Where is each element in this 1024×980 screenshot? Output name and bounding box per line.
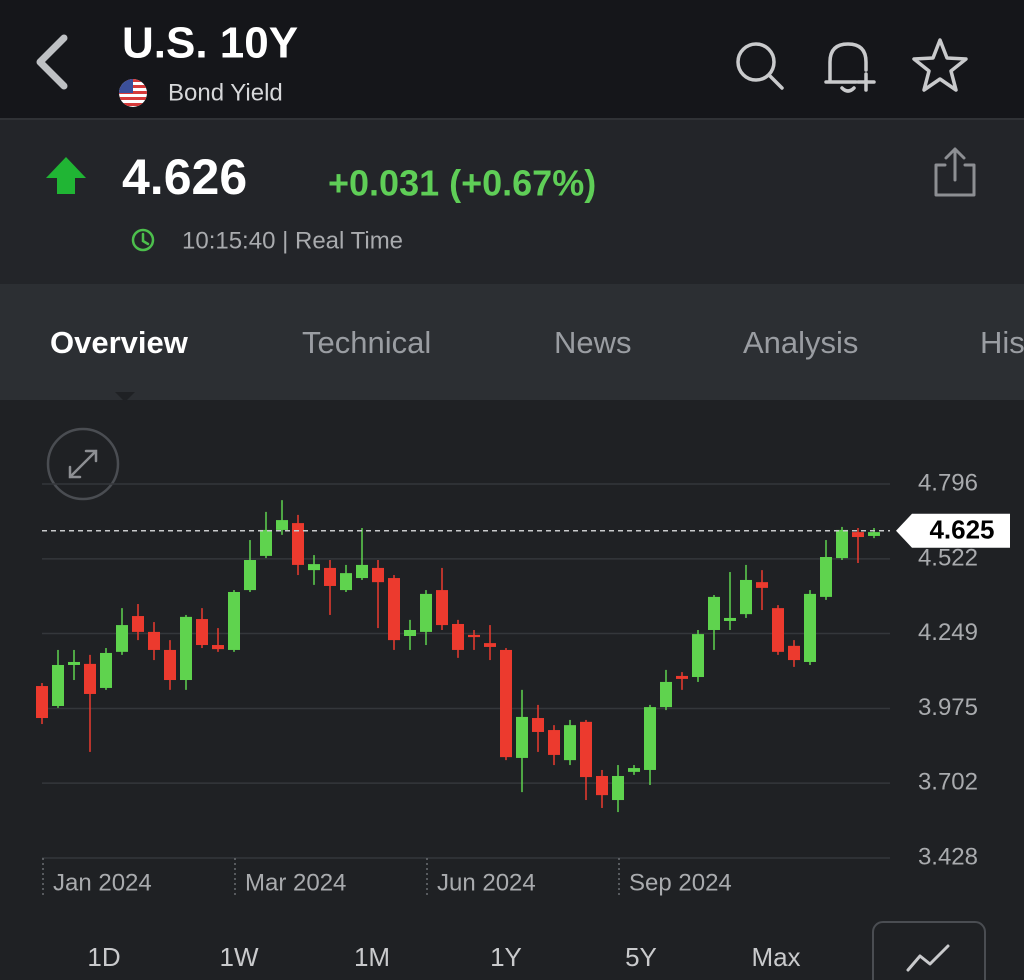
candle-body bbox=[804, 593, 816, 662]
candle-body bbox=[260, 529, 272, 556]
candle-body bbox=[580, 721, 592, 778]
candle-body bbox=[756, 582, 768, 588]
candle-body bbox=[356, 564, 368, 579]
share-button[interactable] bbox=[934, 147, 976, 197]
range-button[interactable]: 1W bbox=[220, 942, 259, 972]
candle-body bbox=[628, 768, 640, 772]
candle-body bbox=[308, 564, 320, 571]
candle-body bbox=[100, 652, 112, 688]
range-button[interactable]: 1Y bbox=[490, 942, 522, 972]
clock-icon bbox=[131, 228, 155, 252]
up-arrow bbox=[46, 157, 86, 194]
tab-indicator bbox=[115, 392, 135, 402]
candle-body bbox=[148, 631, 160, 650]
candle-body bbox=[388, 578, 400, 641]
candle-body bbox=[52, 664, 64, 706]
candle-body bbox=[868, 532, 880, 536]
candle-body bbox=[212, 645, 224, 650]
y-tick-label: 3.428 bbox=[918, 843, 978, 870]
candle-body bbox=[116, 625, 128, 652]
candle-body bbox=[164, 649, 176, 681]
candle-body bbox=[244, 560, 256, 591]
candle-body bbox=[676, 675, 688, 679]
candle-body bbox=[612, 775, 624, 801]
y-tick-label: 4.249 bbox=[918, 619, 978, 646]
price: 4.626 bbox=[122, 149, 247, 205]
candle-body bbox=[68, 661, 80, 665]
quote-panel bbox=[0, 120, 1024, 284]
watchlist-button[interactable] bbox=[912, 38, 968, 92]
y-tick-label: 3.975 bbox=[918, 694, 978, 721]
candle-body bbox=[132, 616, 144, 632]
candle-body bbox=[692, 634, 704, 678]
x-tick-label: Mar 2024 bbox=[245, 869, 346, 896]
us-flag bbox=[119, 79, 147, 107]
instrument-subtitle: Bond Yield bbox=[168, 79, 283, 106]
candle-body bbox=[788, 645, 800, 661]
y-tick-label: 4.522 bbox=[918, 544, 978, 571]
candle-body bbox=[564, 725, 576, 761]
candle-body bbox=[708, 596, 720, 630]
expand-button[interactable] bbox=[46, 427, 120, 501]
candle-body bbox=[180, 616, 192, 681]
candle-body bbox=[596, 775, 608, 796]
range-button[interactable]: Max bbox=[751, 942, 800, 972]
tab[interactable]: Overview bbox=[50, 325, 189, 360]
candle-body bbox=[436, 590, 448, 626]
candle-body bbox=[836, 529, 848, 559]
tab[interactable]: Technical bbox=[302, 325, 431, 360]
price-change: +0.031 (+0.67%) bbox=[328, 163, 596, 204]
candle-body bbox=[500, 649, 512, 758]
candle-body bbox=[276, 520, 288, 530]
range-button[interactable]: 1M bbox=[354, 942, 390, 972]
tab[interactable]: His bbox=[980, 325, 1024, 360]
candle-body bbox=[772, 608, 784, 652]
candle-body bbox=[340, 573, 352, 591]
candle-body bbox=[468, 634, 480, 638]
candle-body bbox=[740, 579, 752, 615]
candle-body bbox=[532, 718, 544, 732]
last-value-tag bbox=[896, 513, 1010, 548]
tab[interactable]: Analysis bbox=[743, 325, 858, 360]
candle-body bbox=[36, 686, 48, 719]
tab[interactable]: News bbox=[554, 325, 632, 360]
header-bar bbox=[0, 0, 1024, 118]
candle-body bbox=[324, 567, 336, 586]
candle-body bbox=[484, 643, 496, 647]
y-tick-label: 4.796 bbox=[918, 469, 978, 496]
candle-body bbox=[84, 663, 96, 694]
candle-body bbox=[292, 523, 304, 565]
range-button[interactable]: 5Y bbox=[625, 942, 657, 972]
candle-body bbox=[420, 593, 432, 632]
candle-body bbox=[644, 707, 656, 770]
candle-body bbox=[852, 532, 864, 538]
candle-body bbox=[820, 556, 832, 597]
last-value-label: 4.625 bbox=[929, 515, 994, 545]
x-tick-label: Sep 2024 bbox=[629, 869, 732, 896]
header-divider bbox=[0, 118, 1024, 120]
candle-body bbox=[516, 716, 528, 758]
chart-type-button[interactable] bbox=[872, 921, 986, 980]
candle-body bbox=[372, 567, 384, 583]
quote-time: 10:15:40 | Real Time bbox=[182, 227, 403, 254]
instrument-title: U.S. 10Y bbox=[122, 19, 298, 68]
search-button[interactable] bbox=[736, 42, 784, 90]
tab-bar bbox=[0, 284, 1024, 400]
x-tick-label: Jun 2024 bbox=[437, 869, 536, 896]
candle-body bbox=[452, 623, 464, 650]
x-tick-label: Jan 2024 bbox=[53, 869, 152, 896]
candle-body bbox=[196, 619, 208, 646]
back-button[interactable] bbox=[36, 34, 68, 90]
candle-body bbox=[548, 730, 560, 755]
range-button[interactable]: 1D bbox=[87, 942, 120, 972]
chart: 3.428 3.702 3.975 4.249 4.522 4.796 Jan 2024 Ma… bbox=[36, 469, 1010, 898]
candle-body bbox=[660, 681, 672, 708]
y-tick-label: 3.702 bbox=[918, 768, 978, 795]
candle-body bbox=[724, 617, 736, 621]
candle-body bbox=[228, 591, 240, 650]
candle-body bbox=[404, 629, 416, 637]
alert-button[interactable] bbox=[824, 42, 876, 93]
